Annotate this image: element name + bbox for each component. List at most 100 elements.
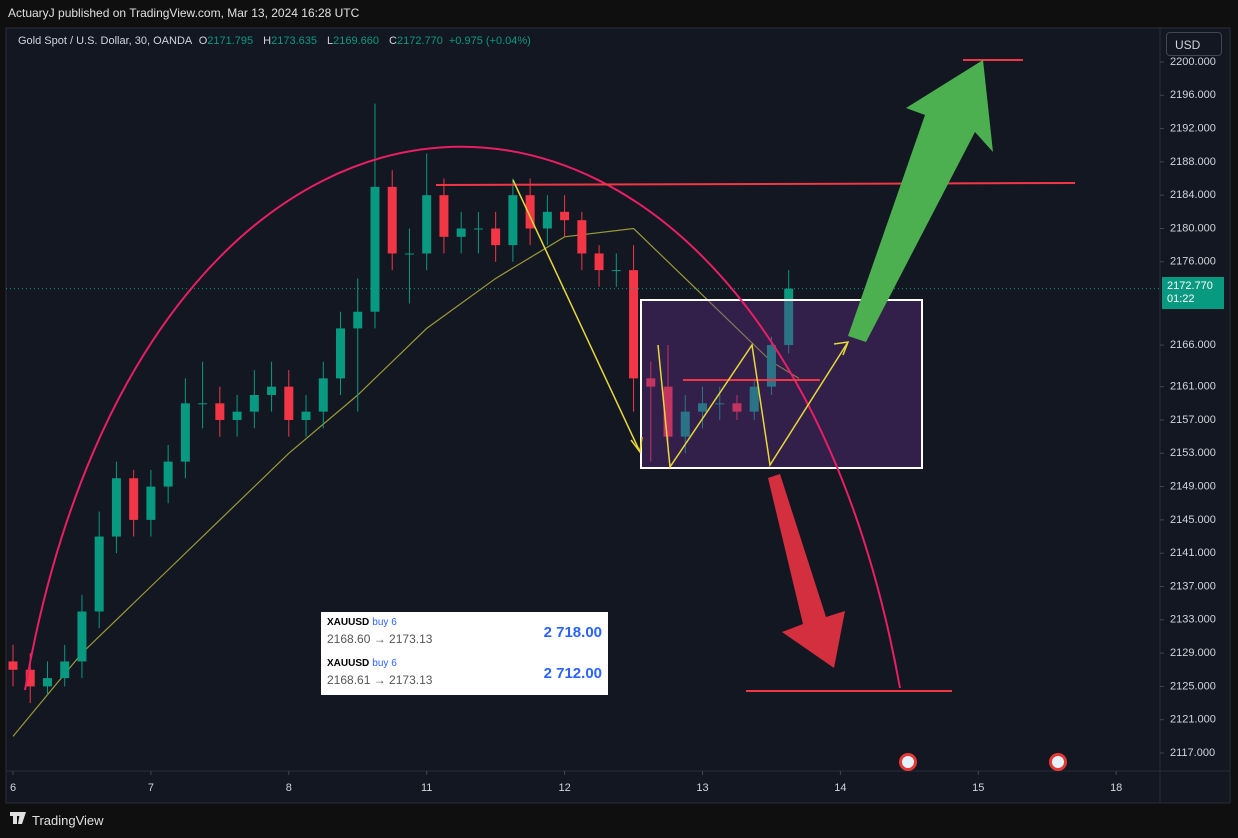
candle-body	[163, 461, 173, 487]
candle-body	[508, 195, 518, 246]
candle	[663, 345, 673, 454]
candle-body	[180, 403, 190, 462]
y-tick-label: 2149.000	[1170, 480, 1216, 492]
published-line: ActuaryJ published on TradingView.com, M…	[8, 6, 360, 20]
candle	[491, 211, 501, 262]
candle	[77, 594, 87, 679]
candle	[732, 395, 742, 420]
marks: 2200.000 2196.000 2192.000 2188.000 2184.000…	[6, 56, 1216, 794]
candle	[318, 361, 328, 429]
trade-symbol: XAUUSD	[327, 658, 370, 669]
candle	[198, 361, 208, 429]
candle-body	[42, 678, 52, 687]
candle-body	[439, 195, 449, 237]
drawings	[10, 59, 1076, 824]
candle	[577, 211, 587, 271]
candle	[439, 178, 449, 254]
candle-body	[232, 411, 242, 420]
candle-body	[680, 411, 690, 437]
candle	[611, 253, 621, 287]
trade-prices: 2168.60 → 2173.13	[327, 632, 433, 646]
candle	[749, 378, 759, 420]
candle	[784, 270, 794, 354]
candle-body	[111, 478, 121, 537]
range-box	[640, 299, 923, 469]
candle-body	[784, 288, 794, 346]
x-tick-label: 13	[696, 782, 708, 794]
arc	[24, 145, 901, 691]
candle	[404, 228, 414, 304]
up-arrow	[848, 60, 993, 342]
candle	[629, 245, 639, 412]
path-line	[512, 179, 641, 453]
candle-body	[749, 386, 759, 412]
y-tick-label: 2141.000	[1170, 547, 1216, 559]
trade-head: XAUUSD buy 6	[327, 616, 604, 628]
brand-logo	[10, 812, 26, 824]
y-tick-label: 2176.000	[1170, 256, 1216, 268]
candle	[42, 661, 52, 695]
candle-body	[698, 403, 707, 412]
y-tick-label: 2145.000	[1170, 514, 1216, 526]
candle	[249, 370, 259, 429]
y-tick-label: 2121.000	[1170, 714, 1216, 726]
ohlc-label: O	[198, 35, 208, 47]
candle	[284, 370, 294, 437]
symbol-legend: Gold Spot / U.S. Dollar, 30, OANDA O2171…	[18, 35, 537, 47]
candle	[594, 245, 604, 287]
candle-body	[456, 228, 466, 237]
trade-prices: 2168.61 → 2173.13	[327, 673, 433, 687]
trade-side: buy 6	[372, 617, 397, 628]
candle	[267, 361, 277, 412]
candle	[8, 644, 18, 687]
ohlc-label: L	[327, 35, 334, 47]
currency-button[interactable]: USD	[1166, 32, 1222, 56]
ohlc-label: H	[263, 35, 272, 47]
candle-body	[94, 536, 104, 612]
candle-body	[611, 270, 621, 272]
candle-body	[60, 661, 70, 679]
candle	[180, 378, 190, 479]
candle	[94, 511, 104, 629]
candle-body	[336, 328, 346, 379]
trades-panel: XAUUSD buy 6 2168.60 → 2173.13 2 718.00 XAU…	[321, 612, 608, 695]
candle-body	[491, 228, 501, 246]
candle	[215, 386, 225, 437]
ohlc-value: 2172.770	[396, 35, 443, 47]
candle	[473, 211, 483, 254]
ohlc-value: 2169.660	[333, 35, 380, 47]
candle	[560, 195, 570, 237]
candle-body	[353, 311, 363, 329]
x-tick-label: 14	[834, 782, 846, 794]
event-flag-inner	[902, 756, 914, 768]
candle-body	[129, 478, 139, 520]
candle	[111, 461, 121, 554]
candle	[698, 386, 707, 429]
candle	[387, 170, 397, 271]
ohlc-value: 2171.795	[207, 35, 254, 47]
candle	[301, 395, 311, 437]
symbol-title: Gold Spot / U.S. Dollar, 30, OANDA	[18, 35, 192, 47]
candle-body	[404, 253, 414, 255]
x-tick-label: 8	[286, 782, 292, 794]
last-price: 2172.770	[1167, 280, 1213, 292]
candle	[456, 211, 466, 254]
candle-body	[301, 411, 311, 420]
candle	[508, 178, 518, 262]
candle-body	[370, 186, 380, 312]
candle-body	[249, 395, 259, 412]
candle-body	[646, 378, 656, 387]
brand: TradingView	[32, 813, 104, 828]
arrow-head	[630, 436, 643, 454]
candle-body	[284, 386, 294, 420]
candle-body	[267, 386, 277, 396]
trade-side: buy 6	[372, 658, 397, 669]
candle-body	[715, 403, 725, 405]
y-tick-label: 2153.000	[1170, 447, 1216, 459]
ohlc-value: 2173.635	[271, 35, 317, 47]
x-tick-label: 6	[10, 782, 16, 794]
candle	[525, 178, 535, 246]
x-tick-label: 15	[972, 782, 984, 794]
